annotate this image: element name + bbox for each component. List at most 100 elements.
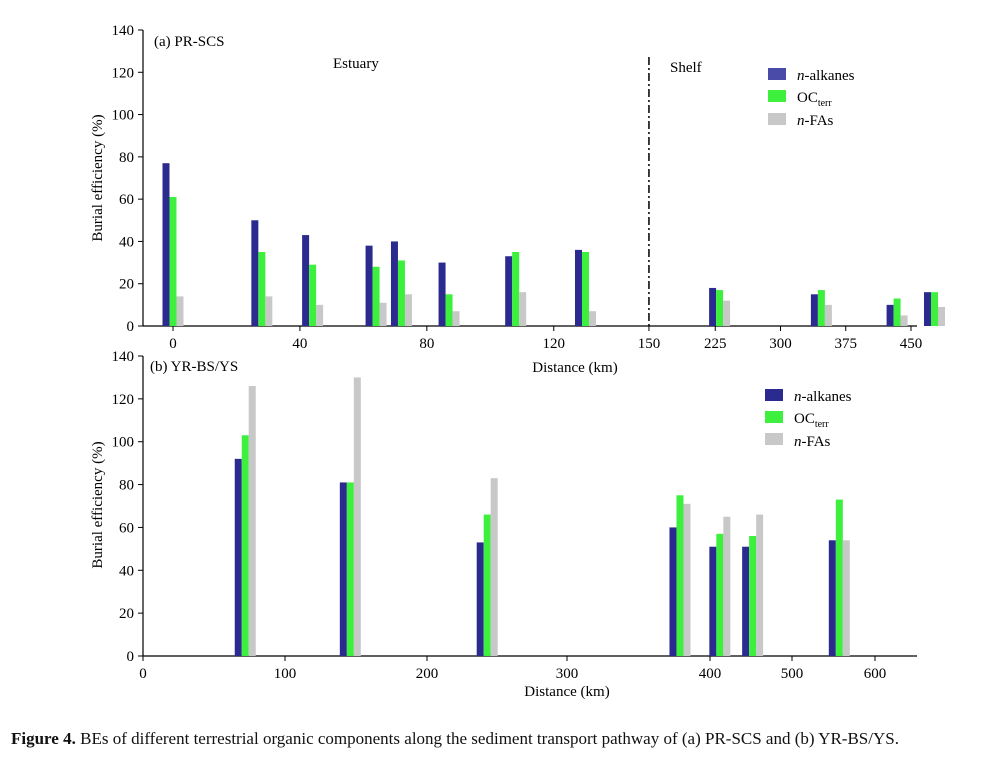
b-bar-n-alkanes bbox=[339, 482, 347, 656]
b-legend-n-alkanes: n-alkanes bbox=[794, 389, 852, 405]
a-bar-OCterr bbox=[581, 252, 589, 326]
a-x-axis-title: Distance (km) bbox=[532, 360, 617, 376]
a-bar-n-alkanes bbox=[505, 256, 513, 326]
a-x-tick-label: 225 bbox=[704, 336, 727, 352]
b-bar-OCterr bbox=[483, 514, 491, 656]
a-bar-OCterr bbox=[397, 260, 405, 326]
a-y-tick-label: 40 bbox=[119, 234, 134, 250]
b-y-tick-label: 60 bbox=[119, 520, 134, 536]
a-bar-n-alkanes bbox=[886, 304, 894, 326]
b-y-axis-title: Burial efficiency (%) bbox=[90, 441, 106, 568]
b-bar-n-alkanes bbox=[709, 546, 717, 656]
a-bar-n-alkanes bbox=[709, 287, 717, 326]
a-bar-n-alkanes bbox=[162, 163, 170, 326]
a-bar-n-FAs bbox=[900, 315, 908, 326]
a-bar-n-FAs bbox=[379, 302, 387, 326]
b-y-tick-label: 120 bbox=[112, 392, 135, 408]
b-legend-swatch bbox=[765, 433, 783, 445]
b-panel-label: (b) YR-BS/YS bbox=[150, 359, 238, 375]
a-bar-n-FAs bbox=[404, 294, 412, 326]
b-x-tick-label: 500 bbox=[781, 666, 804, 682]
a-bar-n-FAs bbox=[723, 300, 731, 326]
a-bar-n-alkanes bbox=[302, 235, 310, 326]
a-bar-OCterr bbox=[930, 292, 938, 326]
b-legend-octerr: OCterr bbox=[794, 411, 829, 430]
b-x-tick-label: 600 bbox=[864, 666, 887, 682]
b-x-axis-title: Distance (km) bbox=[524, 684, 609, 700]
a-bar-n-alkanes bbox=[365, 245, 373, 326]
b-legend: n-alkanes OCterr n-FAs bbox=[765, 389, 852, 450]
a-y-axis-title: Burial efficiency (%) bbox=[90, 114, 106, 241]
a-bar-OCterr bbox=[258, 252, 266, 326]
figure-caption: Figure 4. BEs of different terrestrial o… bbox=[11, 728, 996, 750]
estuary-label: Estuary bbox=[333, 56, 379, 72]
a-y-tick-label: 0 bbox=[127, 319, 135, 335]
a-bar-OCterr bbox=[893, 298, 901, 326]
b-bar-n-FAs bbox=[248, 386, 256, 656]
b-bar-OCterr bbox=[346, 482, 354, 656]
a-x-tick-label: 375 bbox=[835, 336, 858, 352]
a-legend-n-alkanes: n-alkanes bbox=[797, 68, 855, 84]
b-legend-n-fas: n-FAs bbox=[794, 434, 831, 450]
a-legend-n-fas: n-FAs bbox=[797, 113, 834, 129]
panel-a-chart: 0 20 40 60 80 100 120 140 0 40 80 120 150 225 300 375 45… bbox=[90, 23, 945, 376]
a-legend-octerr: OCterr bbox=[797, 90, 832, 109]
a-y-tick-label: 80 bbox=[119, 150, 134, 166]
a-y-tick-label: 140 bbox=[112, 23, 135, 39]
b-bar-OCterr bbox=[716, 533, 724, 656]
a-bar-OCterr bbox=[817, 290, 825, 326]
a-legend: n-alkanes OCterr n-FAs bbox=[768, 68, 855, 129]
a-bar-n-FAs bbox=[316, 304, 324, 326]
a-panel-label: (a) PR-SCS bbox=[154, 34, 224, 50]
b-bar-n-FAs bbox=[353, 377, 361, 656]
caption-label: Figure 4. bbox=[11, 729, 76, 748]
a-x-tick-label: 450 bbox=[900, 336, 923, 352]
a-y-tick-label: 100 bbox=[112, 108, 135, 124]
a-legend-swatch bbox=[768, 68, 786, 80]
shelf-label: Shelf bbox=[670, 60, 702, 76]
a-x-tick-label: 150 bbox=[638, 336, 661, 352]
b-bar-n-FAs bbox=[756, 514, 764, 656]
a-legend-swatch bbox=[768, 90, 786, 102]
b-y-tick-label: 80 bbox=[119, 478, 134, 494]
a-bar-OCterr bbox=[309, 264, 317, 326]
a-y-tick-label: 20 bbox=[119, 277, 134, 293]
b-y-tick-label: 100 bbox=[112, 435, 135, 451]
a-bar-n-FAs bbox=[937, 306, 945, 326]
a-bar-n-alkanes bbox=[438, 262, 446, 326]
b-x-tick-label: 0 bbox=[139, 666, 147, 682]
b-bar-n-alkanes bbox=[476, 542, 484, 656]
b-x-tick-label: 100 bbox=[274, 666, 297, 682]
caption-text: BEs of different terrestrial organic com… bbox=[75, 729, 899, 748]
a-x-tick-label: 0 bbox=[169, 336, 177, 352]
a-bar-n-alkanes bbox=[251, 220, 259, 326]
a-bar-OCterr bbox=[372, 266, 380, 326]
a-bar-n-alkanes bbox=[810, 294, 818, 326]
b-x-tick-label: 400 bbox=[699, 666, 722, 682]
b-bar-OCterr bbox=[676, 495, 684, 656]
b-y-tick-label: 40 bbox=[119, 563, 134, 579]
b-bar-OCterr bbox=[241, 435, 249, 656]
a-x-tick-label: 40 bbox=[292, 336, 307, 352]
b-y-tick-label: 140 bbox=[112, 349, 135, 365]
b-bar-n-FAs bbox=[683, 503, 691, 656]
a-bar-n-FAs bbox=[265, 296, 273, 326]
a-bar-n-FAs bbox=[176, 296, 184, 326]
a-x-tick-label: 80 bbox=[419, 336, 434, 352]
a-x-tick-label: 300 bbox=[769, 336, 792, 352]
b-y-tick-label: 20 bbox=[119, 606, 134, 622]
b-bar-OCterr bbox=[835, 499, 843, 656]
b-bar-n-alkanes bbox=[742, 546, 750, 656]
a-bar-OCterr bbox=[512, 252, 520, 326]
a-y-tick-label: 120 bbox=[112, 65, 135, 81]
b-bar-OCterr bbox=[749, 536, 757, 656]
figure-4: 0 20 40 60 80 100 120 140 0 40 80 120 150 225 300 375 45… bbox=[90, 23, 945, 700]
b-y-tick-label: 0 bbox=[127, 649, 135, 665]
b-legend-swatch bbox=[765, 389, 783, 401]
b-x-tick-label: 200 bbox=[416, 666, 439, 682]
b-bar-n-alkanes bbox=[828, 540, 836, 656]
b-legend-swatch bbox=[765, 411, 783, 423]
b-bar-n-FAs bbox=[490, 478, 498, 656]
a-bar-n-alkanes bbox=[923, 292, 931, 326]
a-x-tick-label: 120 bbox=[543, 336, 566, 352]
